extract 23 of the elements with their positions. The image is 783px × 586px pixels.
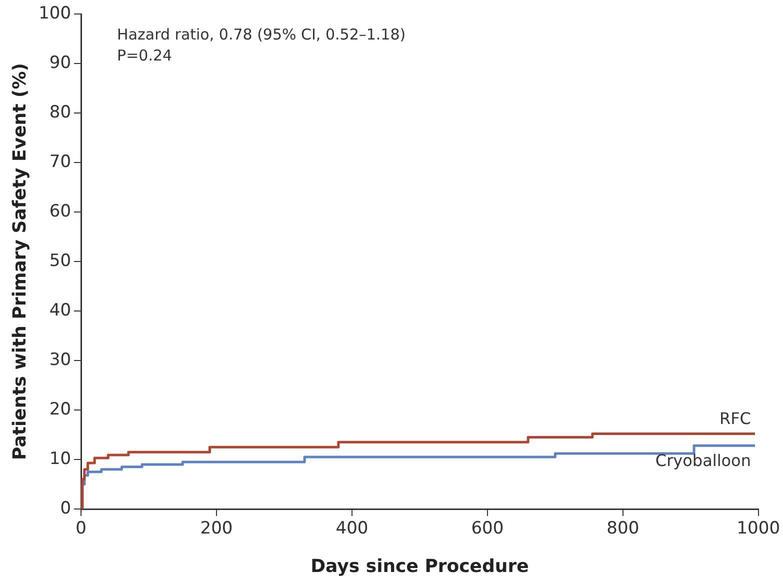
y-tick-label: 70 <box>49 152 72 172</box>
y-tick-label: 100 <box>38 3 72 24</box>
x-axis-title: Days since Procedure <box>310 556 529 577</box>
annotation: P=0.24 <box>117 46 172 64</box>
y-tick-label: 0 <box>60 498 72 518</box>
x-tick-label: 800 <box>606 518 640 539</box>
x-tick-label: 1000 <box>736 518 780 539</box>
x-tick-label: 0 <box>76 518 86 539</box>
annotation: Hazard ratio, 0.78 (95% CI, 0.52–1.18) <box>117 25 406 44</box>
series-label: Cryoballoon <box>655 450 751 470</box>
y-tick-label: 80 <box>49 102 72 122</box>
y-axis-title: Patients with Primary Safety Event (%) <box>9 63 30 460</box>
y-tick-label: 20 <box>49 399 72 420</box>
y-tick-label: 50 <box>49 250 72 271</box>
series-label: RFC <box>719 408 751 428</box>
y-tick-label: 40 <box>49 300 72 320</box>
y-tick-label: 90 <box>49 52 72 73</box>
x-tick-label: 600 <box>471 518 504 539</box>
y-tick-label: 60 <box>49 201 72 222</box>
y-tick-label: 10 <box>49 448 72 469</box>
x-tick-label: 200 <box>200 518 233 539</box>
x-tick-label: 400 <box>336 518 368 539</box>
y-tick-label: 30 <box>49 350 72 370</box>
